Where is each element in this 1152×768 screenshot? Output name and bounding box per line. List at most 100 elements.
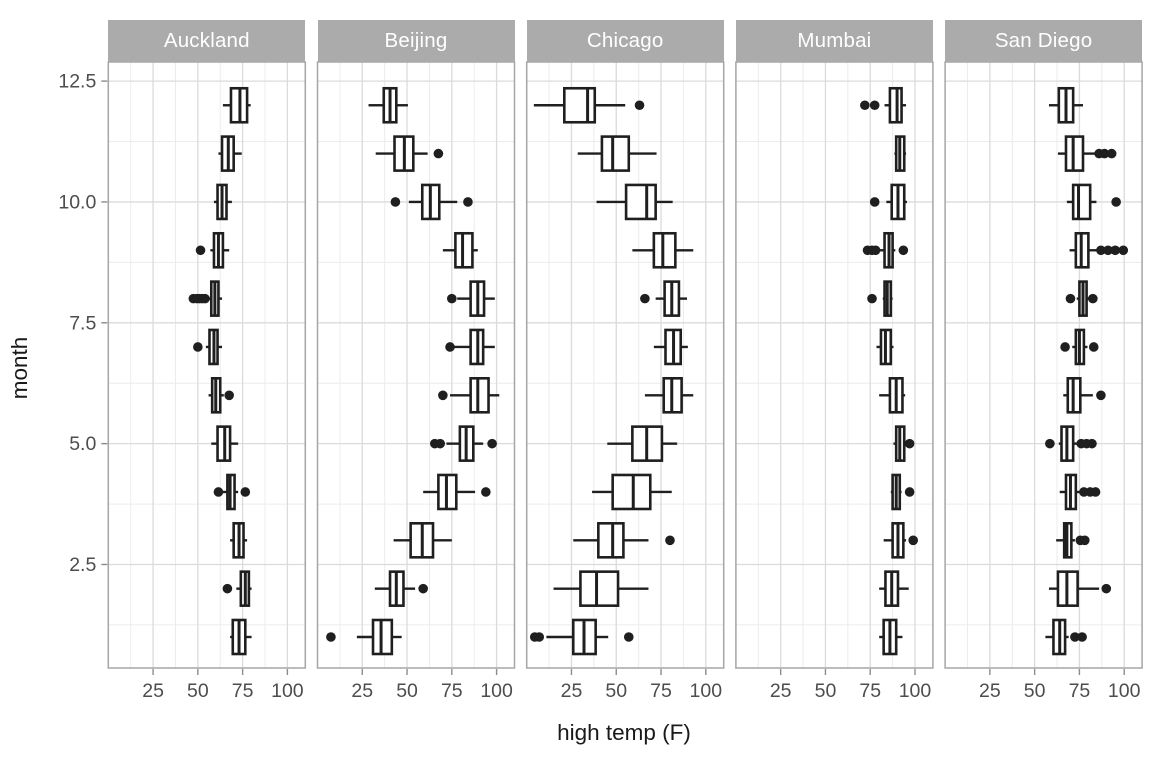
outlier-point [447,293,457,304]
boxplot [879,570,909,607]
outlier-point [445,342,455,352]
iqr-box [563,86,597,124]
boxplot [1065,280,1098,317]
outlier-point [640,293,650,304]
boxplot [653,328,688,366]
x-tick-label: 25 [142,680,164,702]
boxplot [390,183,473,221]
boxplot [1060,328,1099,366]
x-tick-label: 100 [480,680,513,702]
y-tick-label: 2.5 [69,554,96,576]
boxplot [447,280,495,317]
panel-border [107,61,307,669]
outlier-point [326,632,336,642]
outlier-point [224,390,234,401]
boxplot [430,425,497,462]
outlier-point [1060,342,1070,352]
boxplot [375,135,444,172]
outlier-point [418,583,428,594]
iqr-box [579,570,620,607]
x-tick-label: 75 [232,680,254,702]
boxplot [577,135,657,172]
boxplot [438,376,500,414]
facet-strip-label: Mumbai [797,29,872,52]
outlier-point [1077,632,1087,642]
facet-panel: 25 50 75 100 [735,61,934,702]
x-tick-label: 25 [561,680,583,702]
boxplot [213,473,251,511]
boxplot [632,231,694,269]
outlier-point [213,487,224,497]
outlier-point [904,487,915,497]
boxplot [1056,522,1090,559]
outlier-point [1111,197,1121,207]
outlier-point [860,100,870,111]
boxplot [213,183,232,221]
outlier-point [438,390,448,401]
boxplot [553,570,649,607]
boxplot [1059,473,1101,511]
outlier-point [1088,293,1098,304]
outlier-point [1079,535,1090,546]
outlier-point [869,100,880,111]
boxplot [890,473,915,511]
x-tick-label: 25 [979,680,1001,702]
facet-strip-label: Beijing [384,29,448,52]
boxplot [879,376,906,414]
iqr-box [652,231,677,269]
boxplot [1066,183,1121,221]
boxplot [218,135,242,172]
y-tick-label: 10.0 [58,191,96,213]
outlier-point [623,632,634,642]
outlier-point [195,245,206,256]
boxplot [867,280,893,317]
boxplot [529,618,634,656]
outlier-point [1096,245,1106,256]
boxplot [607,425,678,462]
y-tick-label: 7.5 [69,312,96,334]
panel-border [525,61,725,669]
outlier-point [463,197,473,207]
boxplot [1048,86,1083,124]
boxplot [592,473,672,511]
boxplot [894,135,907,172]
outlier-point [1118,245,1129,256]
outlier-point [869,197,880,207]
y-tick-label: 5.0 [69,433,96,455]
outlier-point [222,583,233,594]
x-tick-label: 50 [396,680,418,702]
x-tick-label: 75 [650,680,672,702]
outlier-point [1088,342,1099,352]
facet-strip-label: Chicago [586,29,664,52]
boxplot [222,570,252,607]
outlier-point [200,293,210,304]
boxplot [445,328,495,366]
boxplot [640,280,687,317]
facet-strip-san-diego: San Diego [945,20,1143,62]
boxplot [393,522,452,559]
boxplot [596,183,673,221]
x-tick-label: 75 [859,680,881,702]
boxplot [1045,425,1097,462]
outlier-point [390,197,401,207]
outlier-point [1103,245,1113,256]
facet-strip-chicago: Chicago [526,20,724,62]
boxplot [893,425,915,462]
panel-border [944,61,1143,669]
boxplot [573,522,675,559]
boxplot [879,618,903,656]
facet-strip-label: Auckland [163,29,250,52]
iqr-box [611,473,652,511]
x-tick-label: 100 [899,680,932,702]
x-tick-label: 50 [605,680,627,702]
x-tick-label: 75 [1069,680,1091,702]
outlier-point [1101,583,1112,594]
boxplot [423,473,491,511]
boxplot [862,231,909,269]
x-tick-label: 75 [441,680,463,702]
outlier-point [1065,293,1076,304]
boxplot [876,328,894,366]
outlier-point [193,342,203,352]
boxplot [869,183,907,221]
